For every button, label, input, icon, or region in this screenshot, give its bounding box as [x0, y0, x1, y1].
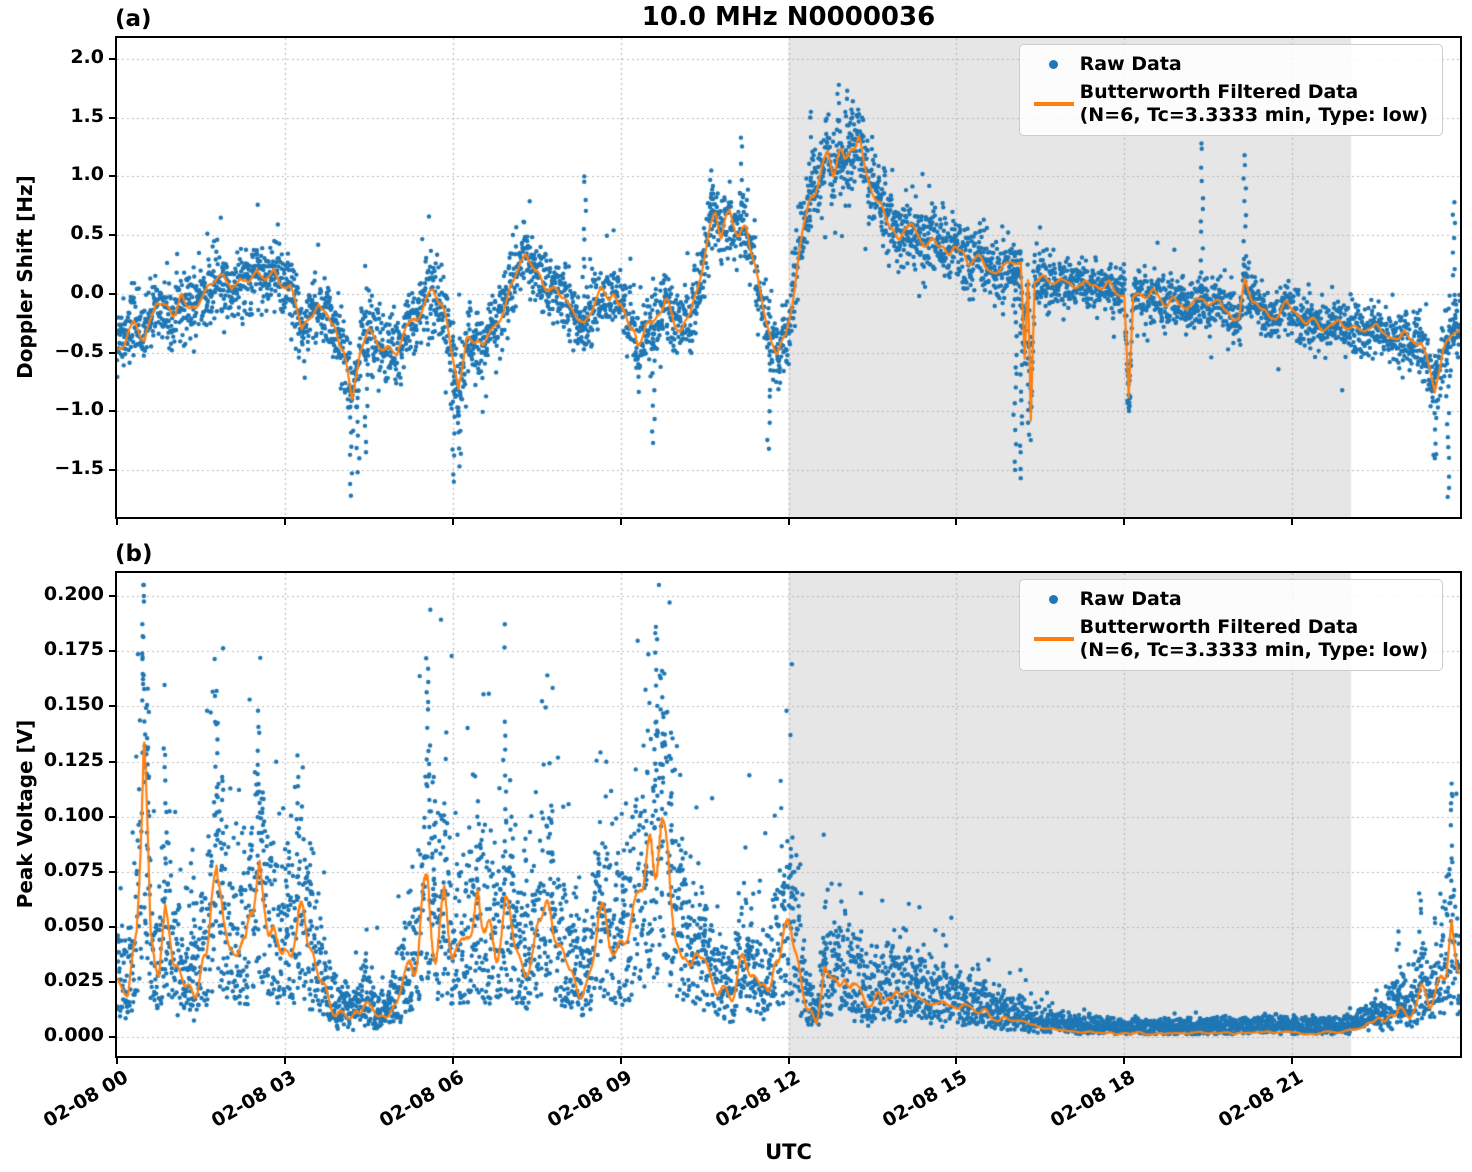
legend-entry-raw: Raw Data	[1028, 588, 1428, 611]
y-tick-mark	[109, 981, 117, 984]
y-tick-label: 0.075	[43, 858, 104, 881]
x-tick-mark	[283, 517, 286, 525]
legend-filtered-label-line1: Butterworth Filtered Data	[1079, 615, 1359, 638]
panel-a-label: (a)	[115, 6, 152, 32]
y-tick-label: 0.025	[43, 969, 104, 992]
filtered-line-marker	[1028, 636, 1080, 641]
x-tick-mark	[451, 517, 454, 525]
legend-raw-label: Raw Data	[1079, 588, 1182, 610]
y-tick-mark	[109, 1036, 117, 1039]
y-tick-label: −0.5	[54, 339, 104, 362]
legend-filtered-label-line2: (N=6, Tc=3.3333 min, Type: low)	[1079, 638, 1428, 661]
y-tick-mark	[109, 175, 117, 178]
x-tick-mark	[955, 1056, 958, 1064]
x-tick-mark	[1291, 517, 1294, 525]
plot-panel-a: Raw Data Butterworth Filtered Data (N=6,…	[115, 36, 1462, 519]
legend-filtered-label-line2: (N=6, Tc=3.3333 min, Type: low)	[1079, 103, 1428, 126]
y-tick-mark	[109, 58, 117, 60]
plot-panel-b: Raw Data Butterworth Filtered Data (N=6,…	[115, 571, 1462, 1058]
y-tick-label: 2.0	[70, 46, 104, 68]
y-tick-label: 0.5	[70, 222, 104, 245]
x-tick-mark	[619, 517, 622, 525]
x-axis-label: UTC	[765, 1140, 812, 1164]
legend-b: Raw Data Butterworth Filtered Data (N=6,…	[1018, 579, 1443, 672]
legend-filtered-label: Butterworth Filtered Data (N=6, Tc=3.333…	[1080, 81, 1428, 127]
y-tick-label: −1.0	[54, 398, 104, 421]
x-tick-mark	[451, 1056, 454, 1064]
y-tick-label: 0.000	[43, 1024, 104, 1047]
raw-data-marker	[1028, 594, 1080, 604]
y-tick-mark	[109, 926, 117, 929]
filtered-line-marker	[1028, 101, 1080, 106]
y-tick-label: 0.050	[43, 914, 104, 937]
x-tick-mark	[283, 1056, 286, 1064]
raw-data-marker	[1028, 59, 1080, 69]
y-tick-label: 1.0	[70, 163, 104, 186]
chart-title: 10.0 MHz N0000036	[641, 2, 936, 32]
panel-b-label: (b)	[115, 541, 153, 567]
x-tick-mark	[116, 1056, 118, 1064]
legend-filtered-label: Butterworth Filtered Data (N=6, Tc=3.333…	[1080, 616, 1428, 662]
x-tick-mark	[619, 1056, 622, 1064]
x-tick-mark	[787, 1056, 790, 1064]
y-tick-mark	[109, 870, 117, 873]
x-tick-label: 02-08 00	[39, 1066, 132, 1132]
y-tick-mark	[109, 292, 117, 295]
x-tick-mark	[1291, 1056, 1294, 1064]
y-tick-label: 0.0	[70, 280, 104, 303]
x-tick-mark	[116, 517, 118, 525]
y-tick-label: −1.5	[54, 456, 104, 479]
legend-raw-label: Raw Data	[1079, 53, 1182, 75]
y-tick-mark	[109, 351, 117, 354]
y-tick-mark	[109, 468, 117, 471]
x-tick-mark	[1123, 1056, 1126, 1064]
y-tick-label: 0.200	[43, 582, 104, 605]
y-tick-mark	[109, 410, 117, 413]
y-tick-mark	[109, 705, 117, 708]
y-tick-label: 0.125	[43, 748, 104, 771]
y-tick-mark	[109, 815, 117, 818]
legend-entry-raw: Raw Data	[1028, 53, 1428, 76]
legend-entry-filtered: Butterworth Filtered Data (N=6, Tc=3.333…	[1028, 616, 1428, 662]
y-tick-label: 1.5	[70, 104, 104, 127]
x-tick-mark	[787, 517, 790, 525]
legend-entry-filtered: Butterworth Filtered Data (N=6, Tc=3.333…	[1028, 81, 1428, 127]
legend-filtered-label-line1: Butterworth Filtered Data	[1079, 80, 1359, 103]
y-tick-label: 0.175	[43, 638, 104, 661]
y-tick-mark	[109, 116, 117, 119]
x-tick-mark	[955, 517, 958, 525]
y-tick-label: 0.100	[43, 803, 104, 826]
y-tick-mark	[109, 594, 117, 597]
y-tick-mark	[109, 760, 117, 763]
legend-a: Raw Data Butterworth Filtered Data (N=6,…	[1018, 44, 1443, 137]
x-tick-mark	[1123, 517, 1126, 525]
y-tick-mark	[109, 650, 117, 653]
y-tick-mark	[109, 234, 117, 237]
y-tick-label: 0.150	[43, 693, 104, 716]
